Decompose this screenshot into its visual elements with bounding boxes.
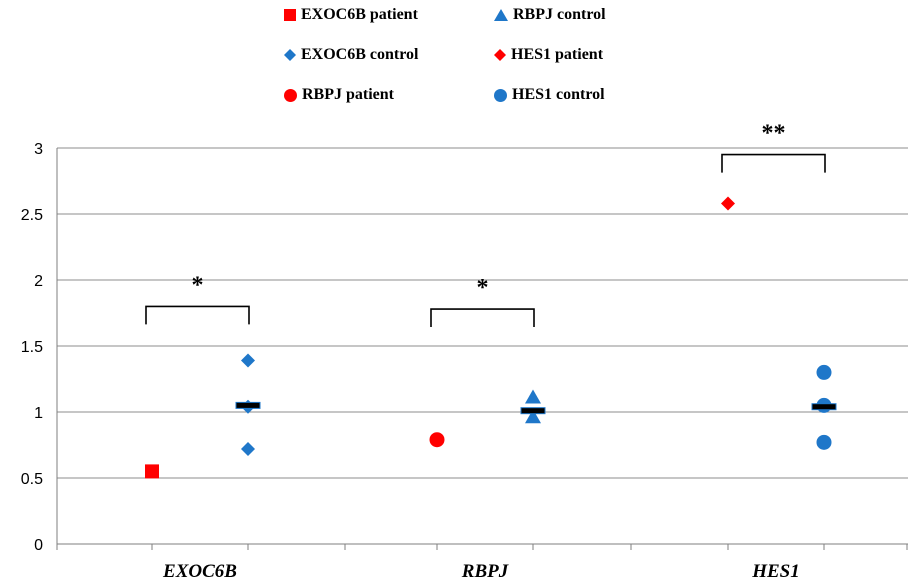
y-tick-label: 1.5 (21, 339, 43, 356)
diamond-marker-icon (494, 49, 506, 61)
triangle-marker-icon (494, 9, 508, 21)
data-point (429, 432, 445, 448)
data-point (525, 409, 541, 424)
legend-item-rbpj-patient: RBPJ patient (283, 86, 394, 104)
y-tick-label: 1 (34, 405, 43, 422)
significance-label: * (477, 275, 489, 301)
legend-item-rbpj-control: RBPJ control (493, 6, 606, 24)
legend-label: EXOC6B control (301, 46, 419, 63)
legend-label: RBPJ patient (302, 86, 394, 103)
data-point (241, 353, 255, 368)
mean-bar (235, 401, 261, 409)
mean-bar (811, 403, 837, 411)
legend-label: HES1 control (512, 86, 605, 103)
significance-bracket (145, 305, 250, 325)
legend-label: HES1 patient (511, 46, 604, 63)
circle-marker-icon (494, 88, 507, 102)
data-point (525, 389, 541, 404)
category-label: HES1 (751, 561, 800, 582)
data-point (721, 196, 735, 211)
data-point (816, 434, 832, 450)
y-tick-label: 0.5 (21, 471, 43, 488)
legend: EXOC6B patient RBPJ control EXOC6B contr… (0, 0, 910, 120)
y-tick-label: 3 (34, 141, 43, 158)
mean-bar (520, 407, 546, 415)
legend-item-hes1-control: HES1 control (493, 86, 605, 104)
legend-item-exoc6b-control: EXOC6B control (283, 46, 418, 64)
significance-label: ** (762, 121, 786, 147)
significance-bracket (721, 153, 826, 173)
legend-label: EXOC6B patient (301, 6, 418, 23)
legend-item-exoc6b-patient: EXOC6B patient (283, 6, 418, 24)
legend-item-hes1-patient: HES1 patient (493, 46, 603, 64)
circle-marker-icon (284, 88, 297, 102)
y-tick-label: 2 (34, 273, 43, 290)
y-tick-label: 2.5 (21, 207, 43, 224)
data-point (241, 441, 255, 456)
category-label: RBPJ (461, 561, 509, 582)
significance-label: * (192, 272, 204, 298)
diamond-marker-icon (284, 49, 296, 61)
y-tick-label: 0 (34, 537, 43, 554)
data-point (145, 464, 159, 479)
significance-bracket (430, 308, 535, 328)
legend-label: RBPJ control (513, 6, 606, 23)
data-point (816, 364, 832, 380)
square-marker-icon (284, 9, 296, 21)
category-label: EXOC6B (162, 561, 237, 582)
